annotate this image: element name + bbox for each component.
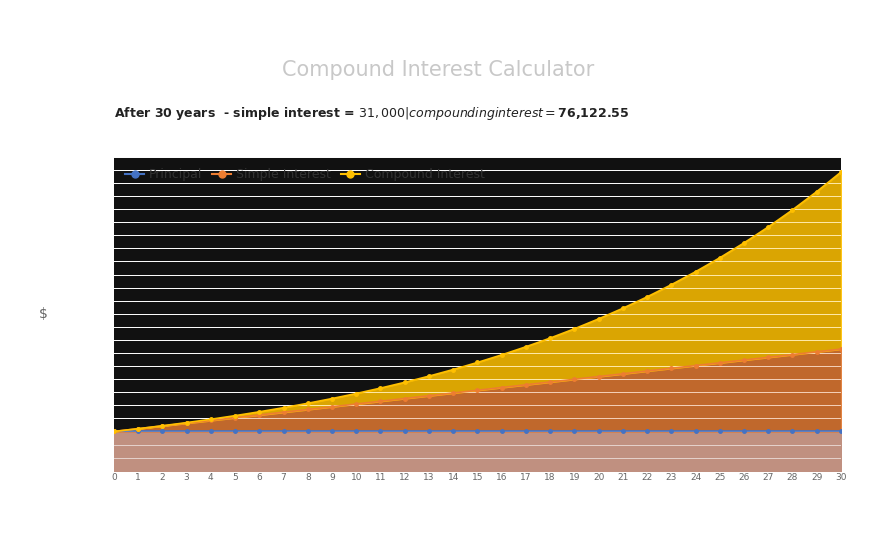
Text: Compound Interest Calculator: Compound Interest Calculator — [282, 61, 594, 80]
Legend: Principal, Simple Interest, Compound Interest: Principal, Simple Interest, Compound Int… — [120, 163, 490, 186]
Text: After 30 years  - simple interest = $31,000 | compounding interest = $76,122.55: After 30 years - simple interest = $31,0… — [114, 105, 629, 122]
Text: $: $ — [39, 307, 48, 321]
